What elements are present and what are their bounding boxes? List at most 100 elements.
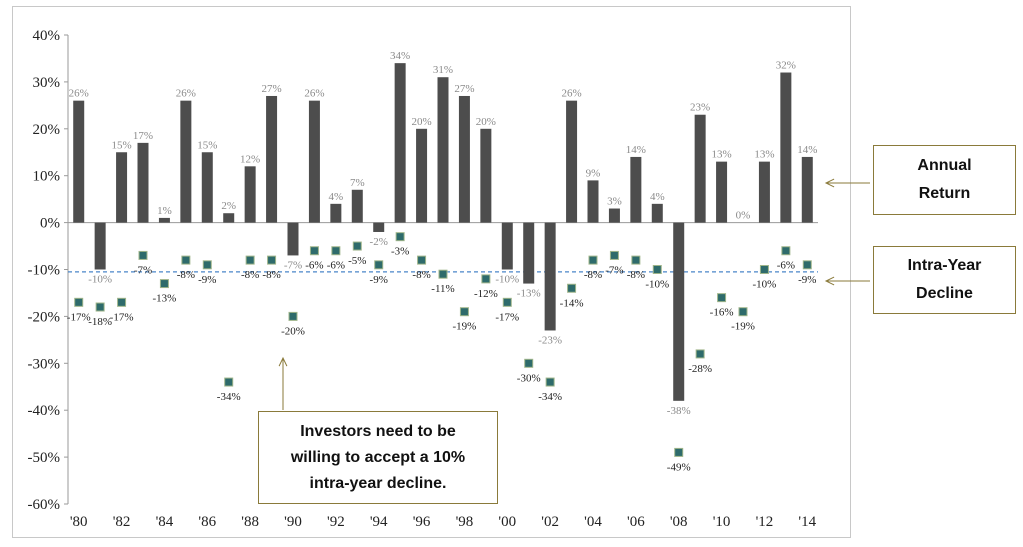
x-tick-label: '02 [541,514,559,530]
intra-year-label-line-1: Intra-Year [907,257,982,274]
annual-return-bar [673,222,685,401]
annual-return-label: -23% [538,334,562,346]
annual-return-label: -10% [88,274,112,286]
annual-return-label: 23% [690,102,710,114]
annual-return-bar [501,222,513,270]
annual-return-label: 26% [176,88,196,100]
intra-year-decline-label: -8% [627,269,645,281]
intra-year-decline-label: -8% [262,269,280,281]
intra-year-decline-marker [95,302,105,312]
y-tick-label: -10% [28,263,61,279]
annual-return-label: -7% [284,259,302,271]
annual-return-label: -10% [495,274,519,286]
intra-year-decline-label: -16% [710,307,734,319]
intra-year-decline-marker [245,255,255,265]
intra-year-decline-marker [609,250,619,260]
annual-return-label: 2% [221,200,236,212]
annual-return-label: 32% [776,60,796,72]
intra-year-decline-label: -3% [391,246,409,258]
intra-year-decline-label: -7% [605,264,623,276]
y-tick-label: 0% [40,216,60,232]
note-line-1: Investors need to be [300,422,456,440]
intra-year-decline-marker [781,246,791,256]
annual-return-label: 13% [754,149,774,161]
x-tick-label: '92 [327,514,345,530]
intra-year-decline-label: -13% [153,293,177,305]
annual-return-bar [351,189,363,223]
intra-year-decline-marker [738,307,748,317]
intra-year-decline-label: -9% [198,274,216,286]
intra-year-decline-label: -6% [327,260,345,272]
annual-return-label: 26% [561,88,581,100]
intra-year-decline-marker [374,260,384,270]
intra-year-decline-marker [138,250,148,260]
intra-year-decline-marker [459,307,469,317]
intra-year-decline-label: -28% [688,363,712,375]
intra-year-decline-marker [502,297,512,307]
intra-year-decline-marker [717,293,727,303]
x-tick-label: '08 [670,514,688,530]
intra-year-decline-label: -20% [281,325,305,337]
intra-year-decline-label: -17% [110,311,134,323]
intra-year-arrow-head [824,276,835,286]
intra-year-decline-label: -10% [645,279,669,291]
annual-return-bar [330,203,342,223]
x-tick-label: '06 [627,514,645,530]
intra-year-decline-marker [674,447,684,457]
intra-year-decline-marker [652,265,662,274]
intra-year-decline-label: -30% [517,372,541,384]
annual-return-bar [630,156,642,223]
annual-return-bar [716,161,728,223]
intra-year-decline-marker [588,255,598,265]
y-tick-label: 10% [33,169,61,185]
annual-return-bar [180,100,192,223]
annual-return-bar [73,100,85,223]
intra-year-decline-label: -11% [431,283,454,295]
y-tick-label: -40% [28,403,61,419]
y-tick-label: 40% [33,28,61,44]
intra-year-decline-marker [631,255,641,265]
annual-return-bar [758,161,770,223]
annual-return-label: 15% [197,139,217,151]
x-tick-label: '80 [70,514,88,530]
annual-return-label-line-1: Annual [917,157,972,174]
intra-year-decline-marker [438,269,448,279]
intra-year-decline-label: -6% [777,260,795,272]
y-tick-label: 20% [33,122,61,138]
intra-year-decline-marker [309,246,319,256]
investor-note-arrow-head [278,356,288,367]
annual-return-bar [544,222,556,331]
intra-year-decline-marker [117,297,127,307]
annual-return-label: 31% [433,64,453,76]
annual-return-label: 20% [476,116,496,128]
intra-year-decline-callout: Intra-Year Decline [873,246,1016,314]
annual-return-label: 17% [133,130,153,142]
intra-year-decline-label: -8% [412,269,430,281]
annual-return-label: 14% [626,144,646,156]
intra-year-decline-marker [159,279,169,289]
x-tick-label: '12 [756,514,774,530]
annual-return-label: 20% [411,116,431,128]
chart-frame [12,6,851,538]
annual-return-bar [651,203,663,223]
x-tick-label: '90 [284,514,302,530]
x-tick-label: '88 [241,514,259,530]
intra-year-decline-marker [352,241,362,251]
annual-return-bar [480,128,492,223]
intra-year-decline-marker [395,232,405,242]
investor-note-callout: Investors need to be willing to accept a… [258,411,498,504]
annual-return-label: 15% [111,139,131,151]
intra-year-decline-marker [224,377,234,387]
intra-year-decline-label: -19% [453,321,477,333]
note-line-2: willing to accept a 10% [290,448,466,466]
annual-return-label: 34% [390,50,410,62]
x-tick-label: '82 [113,514,131,530]
annual-return-bar [437,77,449,223]
annual-return-label: 27% [261,83,281,95]
annual-return-bar [801,156,813,223]
y-tick-label: -30% [28,356,61,372]
annual-return-label: 27% [454,83,474,95]
annual-return-bar [416,128,428,223]
intra-year-decline-label: -14% [560,297,584,309]
